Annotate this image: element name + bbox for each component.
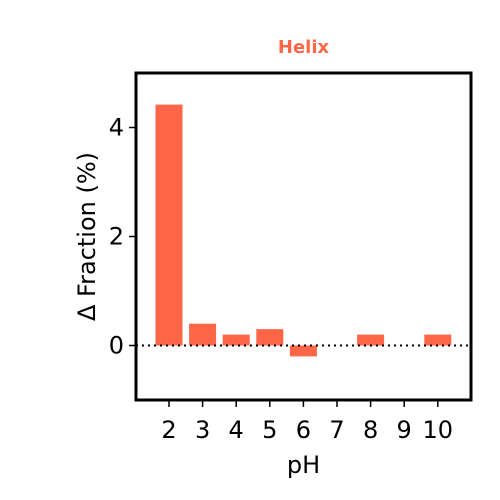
x-tick-label: 2: [161, 416, 176, 444]
x-tick-label: 4: [229, 416, 244, 444]
x-tick-label: 7: [329, 416, 344, 444]
y-axis-label: Δ Fraction (%): [73, 152, 101, 321]
y-tick-label: 2: [109, 223, 124, 251]
bar-ph-2: [155, 104, 183, 346]
x-axis: 2 3 4 5 6 7 8 9 10: [161, 400, 453, 444]
y-axis: 0 2 4: [109, 114, 136, 360]
bar-ph-3: [189, 323, 217, 346]
x-tick-label: 10: [423, 416, 454, 444]
y-tick-label: 0: [109, 332, 124, 360]
x-tick-label: 3: [195, 416, 210, 444]
x-tick-label: 8: [363, 416, 378, 444]
x-tick-label: 6: [296, 416, 311, 444]
bar-ph-10: [424, 334, 452, 346]
bar-group: [155, 104, 452, 357]
x-tick-label: 5: [262, 416, 277, 444]
bar-ph-8: [357, 334, 385, 346]
y-tick-label: 4: [109, 114, 124, 142]
bar-ph-6: [289, 345, 317, 357]
bar-ph-4: [222, 334, 250, 346]
x-axis-label: pH: [287, 451, 320, 479]
x-tick-label: 9: [397, 416, 412, 444]
bar-ph-5: [256, 329, 284, 346]
chart-title: Helix: [278, 37, 330, 58]
